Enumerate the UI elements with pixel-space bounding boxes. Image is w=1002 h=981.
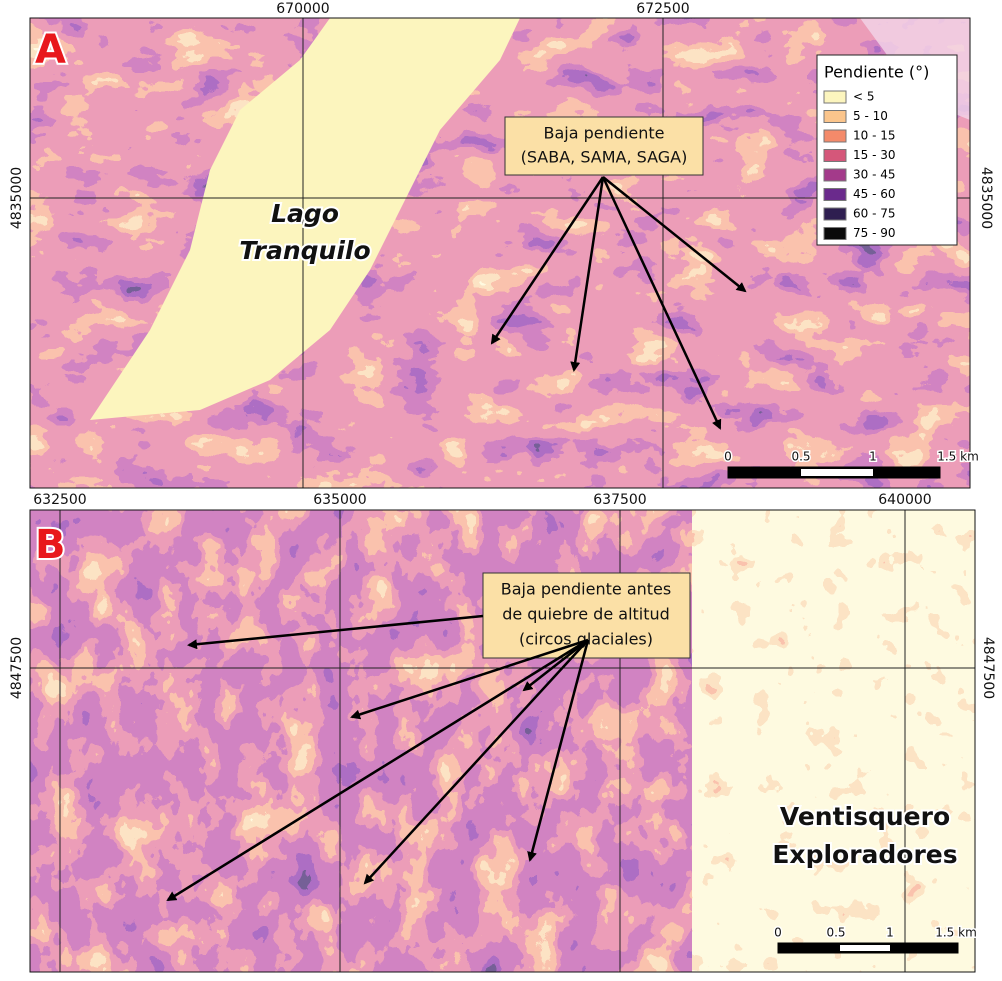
y-tick-label: 4847500 [9, 637, 25, 699]
y-tick-label: 4835000 [9, 167, 25, 229]
place-label: Exploradores [772, 840, 957, 869]
legend: Pendiente (°) < 5 5 - 10 10 - 15 15 - 30 30 … [817, 55, 957, 245]
legend-swatch [824, 169, 846, 181]
panel-label: B [35, 522, 66, 568]
legend-swatch [824, 130, 846, 142]
x-tick-label: 670000 [276, 1, 329, 17]
panel-b: 632500 635000 637500 640000 4847500 4847… [9, 492, 996, 972]
annotation-text: Baja pendiente antes [501, 580, 671, 599]
legend-swatch [824, 91, 846, 103]
scale-label: 0 [724, 450, 732, 464]
annotation-text: Baja pendiente [544, 124, 665, 143]
legend-title: Pendiente (°) [824, 63, 929, 82]
panel-a: 670000 672500 4835000 4835000 A Lago Tra… [9, 1, 994, 488]
legend-label: 60 - 75 [853, 207, 896, 221]
legend-label: 45 - 60 [853, 187, 896, 201]
figure: 670000 672500 4835000 4835000 A Lago Tra… [0, 0, 1002, 977]
legend-label: < 5 [853, 90, 875, 104]
annotation-text: (SABA, SAMA, SAGA) [521, 148, 688, 167]
legend-label: 5 - 10 [853, 109, 888, 123]
legend-swatch [824, 228, 846, 240]
scale-label: 1.5 km [935, 926, 977, 940]
place-label: Tranquilo [239, 236, 370, 265]
legend-swatch [824, 150, 846, 162]
legend-label: 30 - 45 [853, 168, 896, 182]
legend-label: 75 - 90 [853, 226, 896, 240]
x-tick-label: 637500 [593, 492, 646, 508]
x-tick-label: 640000 [878, 492, 931, 508]
place-label: Ventisquero [780, 802, 950, 831]
scale-label: 1.5 km [937, 450, 979, 464]
place-label: Lago [271, 199, 339, 228]
scale-label: 1 [886, 926, 894, 940]
legend-swatch [824, 111, 846, 123]
legend-label: 10 - 15 [853, 129, 896, 143]
x-tick-label: 632500 [33, 492, 86, 508]
legend-swatch [824, 189, 846, 201]
x-tick-label: 672500 [636, 1, 689, 17]
scale-label: 0.5 [791, 450, 810, 464]
scale-label: 0.5 [826, 926, 845, 940]
scale-label: 1 [869, 450, 877, 464]
y-tick-label: 4835000 [978, 167, 994, 229]
x-tick-label: 635000 [313, 492, 366, 508]
panel-label: A [35, 27, 66, 73]
annotation-text: de quiebre de altitud [502, 605, 670, 624]
legend-swatch [824, 208, 846, 220]
y-tick-label: 4847500 [980, 637, 996, 699]
scale-label: 0 [774, 926, 782, 940]
legend-label: 15 - 30 [853, 148, 896, 162]
